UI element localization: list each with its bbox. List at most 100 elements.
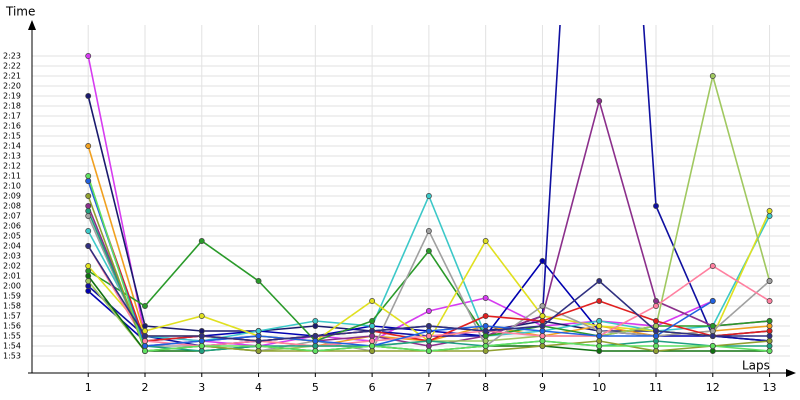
x-tick-label: 13 bbox=[763, 381, 777, 394]
data-point bbox=[596, 318, 603, 324]
data-point bbox=[596, 333, 603, 339]
data-point bbox=[766, 328, 773, 334]
data-point bbox=[482, 323, 489, 329]
data-point bbox=[312, 333, 319, 339]
data-point bbox=[482, 348, 489, 354]
x-tick-label: 7 bbox=[425, 381, 432, 394]
data-point bbox=[425, 228, 432, 234]
x-tick-label: 1 bbox=[85, 381, 92, 394]
x-axis-arrow bbox=[786, 369, 796, 377]
data-point bbox=[369, 318, 376, 324]
y-tick-label: 2:11 bbox=[3, 172, 21, 181]
data-point bbox=[85, 143, 92, 149]
y-tick-label: 2:10 bbox=[3, 182, 21, 191]
data-point bbox=[85, 178, 92, 184]
data-point bbox=[709, 263, 716, 269]
data-point bbox=[85, 173, 92, 179]
data-point bbox=[539, 328, 546, 334]
data-point bbox=[198, 238, 205, 244]
data-point bbox=[596, 338, 603, 344]
x-tick-label: 5 bbox=[312, 381, 319, 394]
data-point bbox=[312, 343, 319, 349]
data-point bbox=[766, 333, 773, 339]
x-tick-label: 10 bbox=[592, 381, 606, 394]
data-point bbox=[85, 268, 92, 274]
y-tick-label: 2:14 bbox=[3, 142, 21, 151]
data-point bbox=[142, 333, 148, 339]
data-point bbox=[142, 348, 148, 354]
data-point bbox=[85, 273, 92, 279]
data-point bbox=[482, 295, 489, 301]
y-tick-label: 1:53 bbox=[3, 352, 21, 361]
data-point bbox=[85, 53, 92, 59]
data-point bbox=[425, 338, 432, 344]
data-point bbox=[653, 338, 659, 344]
y-tick-label: 1:57 bbox=[3, 312, 21, 321]
data-point bbox=[85, 213, 92, 219]
y-tick-label: 1:56 bbox=[3, 322, 21, 331]
data-point bbox=[85, 193, 92, 199]
data-point bbox=[653, 303, 659, 309]
y-axis-label: Time bbox=[5, 5, 35, 19]
data-point bbox=[85, 288, 92, 294]
y-tick-label: 2:22 bbox=[3, 62, 21, 71]
data-point bbox=[482, 238, 489, 244]
data-point bbox=[709, 73, 716, 79]
x-axis-label: Laps bbox=[742, 359, 770, 373]
data-point bbox=[425, 193, 432, 199]
x-tick-label: 3 bbox=[198, 381, 205, 394]
y-tick-label: 2:15 bbox=[3, 132, 21, 141]
data-point bbox=[766, 348, 773, 354]
data-point bbox=[482, 343, 489, 349]
data-point bbox=[369, 338, 376, 344]
data-point bbox=[482, 328, 489, 334]
data-point bbox=[142, 343, 148, 349]
data-point bbox=[766, 323, 773, 329]
data-point bbox=[766, 338, 773, 344]
data-point bbox=[596, 348, 603, 354]
x-tick-label: 8 bbox=[482, 381, 489, 394]
data-point bbox=[255, 343, 262, 349]
data-point bbox=[709, 328, 716, 334]
data-point bbox=[653, 323, 659, 329]
y-tick-label: 2:18 bbox=[3, 102, 21, 111]
data-point bbox=[766, 208, 773, 214]
data-point bbox=[85, 243, 92, 249]
data-point bbox=[142, 323, 148, 329]
y-tick-label: 2:16 bbox=[3, 122, 21, 131]
data-point bbox=[425, 333, 432, 339]
data-point bbox=[766, 318, 773, 324]
y-tick-label: 2:20 bbox=[3, 82, 21, 91]
data-point bbox=[596, 278, 603, 284]
x-tick-label: 2 bbox=[141, 381, 148, 394]
data-point bbox=[369, 328, 376, 334]
data-point bbox=[312, 323, 319, 329]
data-point bbox=[653, 333, 659, 339]
y-tick-label: 2:13 bbox=[3, 152, 21, 161]
y-tick-label: 2:17 bbox=[3, 112, 21, 121]
data-point bbox=[709, 298, 716, 304]
data-point bbox=[709, 343, 716, 349]
data-point bbox=[653, 203, 659, 209]
data-point bbox=[142, 338, 148, 344]
data-point bbox=[482, 333, 489, 339]
data-point bbox=[596, 323, 603, 329]
y-tick-label: 2:01 bbox=[3, 272, 21, 281]
y-tick-label: 2:04 bbox=[3, 242, 21, 251]
data-point bbox=[85, 93, 92, 99]
series-line bbox=[87, 180, 714, 347]
y-tick-label: 1:55 bbox=[3, 332, 21, 341]
data-point bbox=[142, 328, 148, 334]
data-point bbox=[425, 348, 432, 354]
data-point bbox=[198, 338, 205, 344]
data-point bbox=[85, 263, 92, 269]
data-point bbox=[425, 328, 432, 334]
data-point bbox=[766, 213, 773, 219]
data-point bbox=[198, 328, 205, 334]
data-point bbox=[85, 228, 92, 234]
data-point bbox=[369, 333, 376, 339]
data-point bbox=[312, 348, 319, 354]
data-point bbox=[709, 333, 716, 339]
data-point bbox=[198, 333, 205, 339]
